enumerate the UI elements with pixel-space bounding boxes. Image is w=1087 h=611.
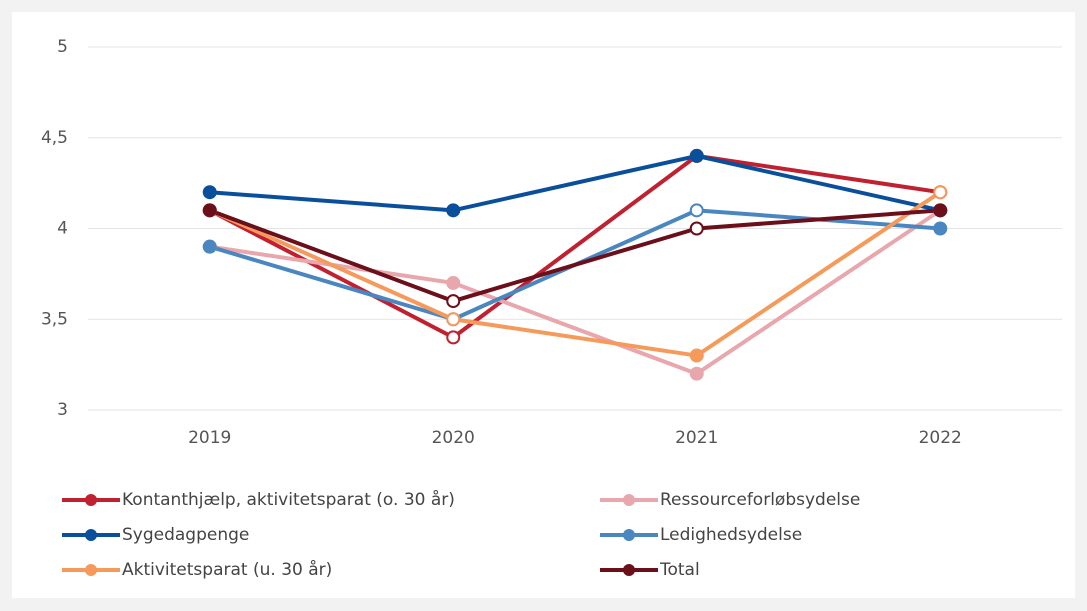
data-point [446, 294, 461, 309]
legend-label: Total [659, 560, 700, 580]
y-tick-label: 3,5 [41, 309, 68, 329]
legend-marker [85, 494, 97, 506]
data-point [202, 203, 217, 218]
data-point [689, 366, 704, 381]
data-point [202, 239, 217, 254]
series-line [208, 190, 942, 358]
y-tick-label: 5 [57, 37, 68, 57]
data-point [933, 203, 948, 218]
y-tick-label: 4,5 [41, 128, 68, 148]
data-point [446, 312, 461, 327]
x-tick-label: 2020 [432, 428, 475, 448]
y-tick-label: 4 [57, 219, 68, 239]
data-point [689, 348, 704, 363]
data-point [689, 148, 704, 163]
data-point [446, 275, 461, 290]
series-line [209, 153, 941, 213]
chart-panel [12, 12, 1075, 598]
legend-label: Aktivitetsparat (u. 30 år) [122, 559, 332, 580]
legend-marker [623, 529, 635, 541]
data-point [202, 185, 217, 200]
legend-marker [85, 529, 97, 541]
legend-label: Sygedagpenge [122, 525, 249, 545]
legend-label: Ressourceforløbsydelse [660, 490, 860, 510]
series-line [208, 153, 941, 340]
data-point [933, 221, 948, 236]
data-point [446, 203, 461, 218]
x-tick-label: 2021 [675, 428, 718, 448]
x-tick-label: 2022 [919, 428, 962, 448]
x-tick-label: 2019 [188, 428, 231, 448]
legend-label: Kontanthjælp, aktivitetsparat (o. 30 år) [122, 489, 455, 510]
legend-marker [623, 494, 635, 506]
legend-marker [623, 564, 635, 576]
series-line [209, 208, 941, 304]
data-point [933, 185, 948, 200]
y-tick-label: 3 [57, 400, 68, 420]
data-point [446, 330, 461, 345]
data-point [689, 203, 704, 218]
data-point [689, 221, 704, 236]
legend-marker [85, 564, 97, 576]
legend-label: Ledighedsydelse [660, 525, 802, 545]
